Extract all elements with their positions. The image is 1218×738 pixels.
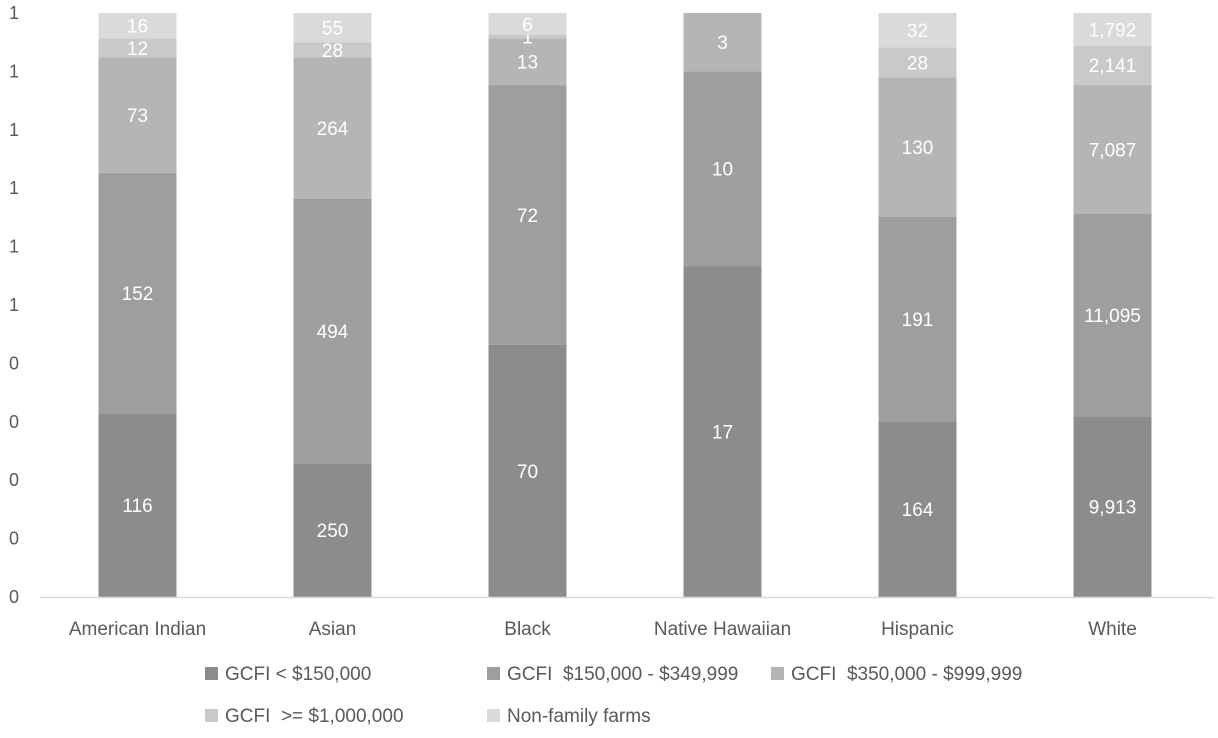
data-label: 28 (907, 53, 928, 74)
legend-label: Non-family farms (507, 706, 651, 727)
bar-segment (488, 13, 567, 35)
data-label: 116 (122, 496, 152, 517)
data-label: 164 (902, 500, 934, 521)
bar-segment (878, 421, 957, 597)
legend-swatch (771, 667, 784, 680)
bar-segment (1073, 84, 1152, 214)
bar-segment (488, 344, 567, 597)
x-tick-label: Black (504, 619, 551, 640)
legend-label: GCFI >= $1,000,000 (225, 706, 404, 727)
data-label: 250 (317, 521, 349, 542)
data-label: 3 (717, 33, 728, 54)
bar-segment (1073, 13, 1152, 46)
data-label: 6 (522, 15, 533, 36)
data-label: 32 (907, 21, 928, 42)
bar-segment (293, 13, 372, 43)
bar-segment (293, 42, 372, 58)
bar-segment (488, 34, 567, 39)
y-tick-label: 1 (9, 120, 19, 140)
data-label: 13 (517, 53, 538, 74)
y-tick-label: 1 (9, 237, 19, 257)
y-tick-label: 1 (9, 178, 19, 198)
legend-item: GCFI $150,000 - $349,999 (487, 664, 738, 685)
y-tick-label: 1 (9, 61, 19, 81)
data-label: 70 (517, 462, 538, 483)
legend-item: GCFI < $150,000 (205, 664, 371, 685)
data-label: 130 (902, 138, 934, 159)
y-tick-label: 1 (9, 3, 19, 23)
y-tick-label: 0 (9, 412, 19, 432)
legend-swatch (205, 709, 218, 722)
legend-item: Non-family farms (487, 706, 651, 727)
bar-segment (98, 172, 177, 414)
bar-segment (1073, 213, 1152, 417)
bar-segment (293, 57, 372, 199)
x-tick-label: Hispanic (881, 619, 954, 640)
data-label: 264 (317, 119, 349, 140)
bar-segment (683, 13, 762, 72)
legend-item: GCFI $350,000 - $999,999 (771, 664, 1022, 685)
bar-segment (1073, 416, 1152, 597)
data-label: 12 (127, 39, 148, 60)
bar-segment (98, 38, 177, 58)
bar-segment (98, 13, 177, 39)
data-label: 1 (522, 27, 533, 48)
legend-label: GCFI $350,000 - $999,999 (791, 664, 1022, 685)
data-label: 16 (127, 17, 148, 38)
data-label: 11,095 (1084, 306, 1141, 327)
bar-segment (683, 71, 762, 267)
legend-swatch (487, 709, 500, 722)
bar-segment (488, 85, 567, 345)
y-tick-label: 0 (9, 529, 19, 549)
x-tick-label: Native Hawaiian (654, 619, 791, 640)
legend-label: GCFI < $150,000 (225, 664, 371, 685)
data-label: 17 (712, 423, 733, 444)
data-label: 28 (322, 41, 343, 62)
legend-label: GCFI $150,000 - $349,999 (507, 664, 738, 685)
bar-segment (878, 77, 957, 217)
y-tick-label: 0 (9, 353, 19, 373)
data-label: 9,913 (1089, 498, 1137, 519)
y-tick-label: 1 (9, 295, 19, 315)
bar-segment (878, 216, 957, 422)
y-tick-label: 0 (9, 587, 19, 607)
data-label: 55 (322, 19, 343, 40)
x-tick-label: White (1088, 619, 1137, 640)
data-label: 73 (127, 106, 148, 127)
data-label: 72 (517, 206, 538, 227)
data-label: 191 (902, 310, 934, 331)
y-tick-label: 0 (9, 470, 19, 490)
x-tick-label: Asian (309, 619, 357, 640)
legend-swatch (205, 667, 218, 680)
data-label: 152 (122, 284, 154, 305)
bar-segment (878, 13, 957, 48)
data-label: 2,141 (1089, 56, 1137, 77)
bar-segment (488, 38, 567, 86)
bar-segment (98, 57, 177, 173)
data-label: 7,087 (1089, 140, 1137, 161)
bar-segment (683, 266, 762, 597)
data-label: 1,792 (1089, 20, 1137, 41)
legend-swatch (487, 667, 500, 680)
data-label: 494 (317, 322, 349, 343)
x-tick-label: American Indian (69, 619, 206, 640)
legend-item: GCFI >= $1,000,000 (205, 706, 404, 727)
data-label: 10 (712, 160, 733, 181)
bar-segment (293, 463, 372, 597)
bar-segment (878, 47, 957, 78)
bar-segment (98, 413, 177, 597)
bar-segment (293, 198, 372, 464)
bar-segment (1073, 45, 1152, 85)
